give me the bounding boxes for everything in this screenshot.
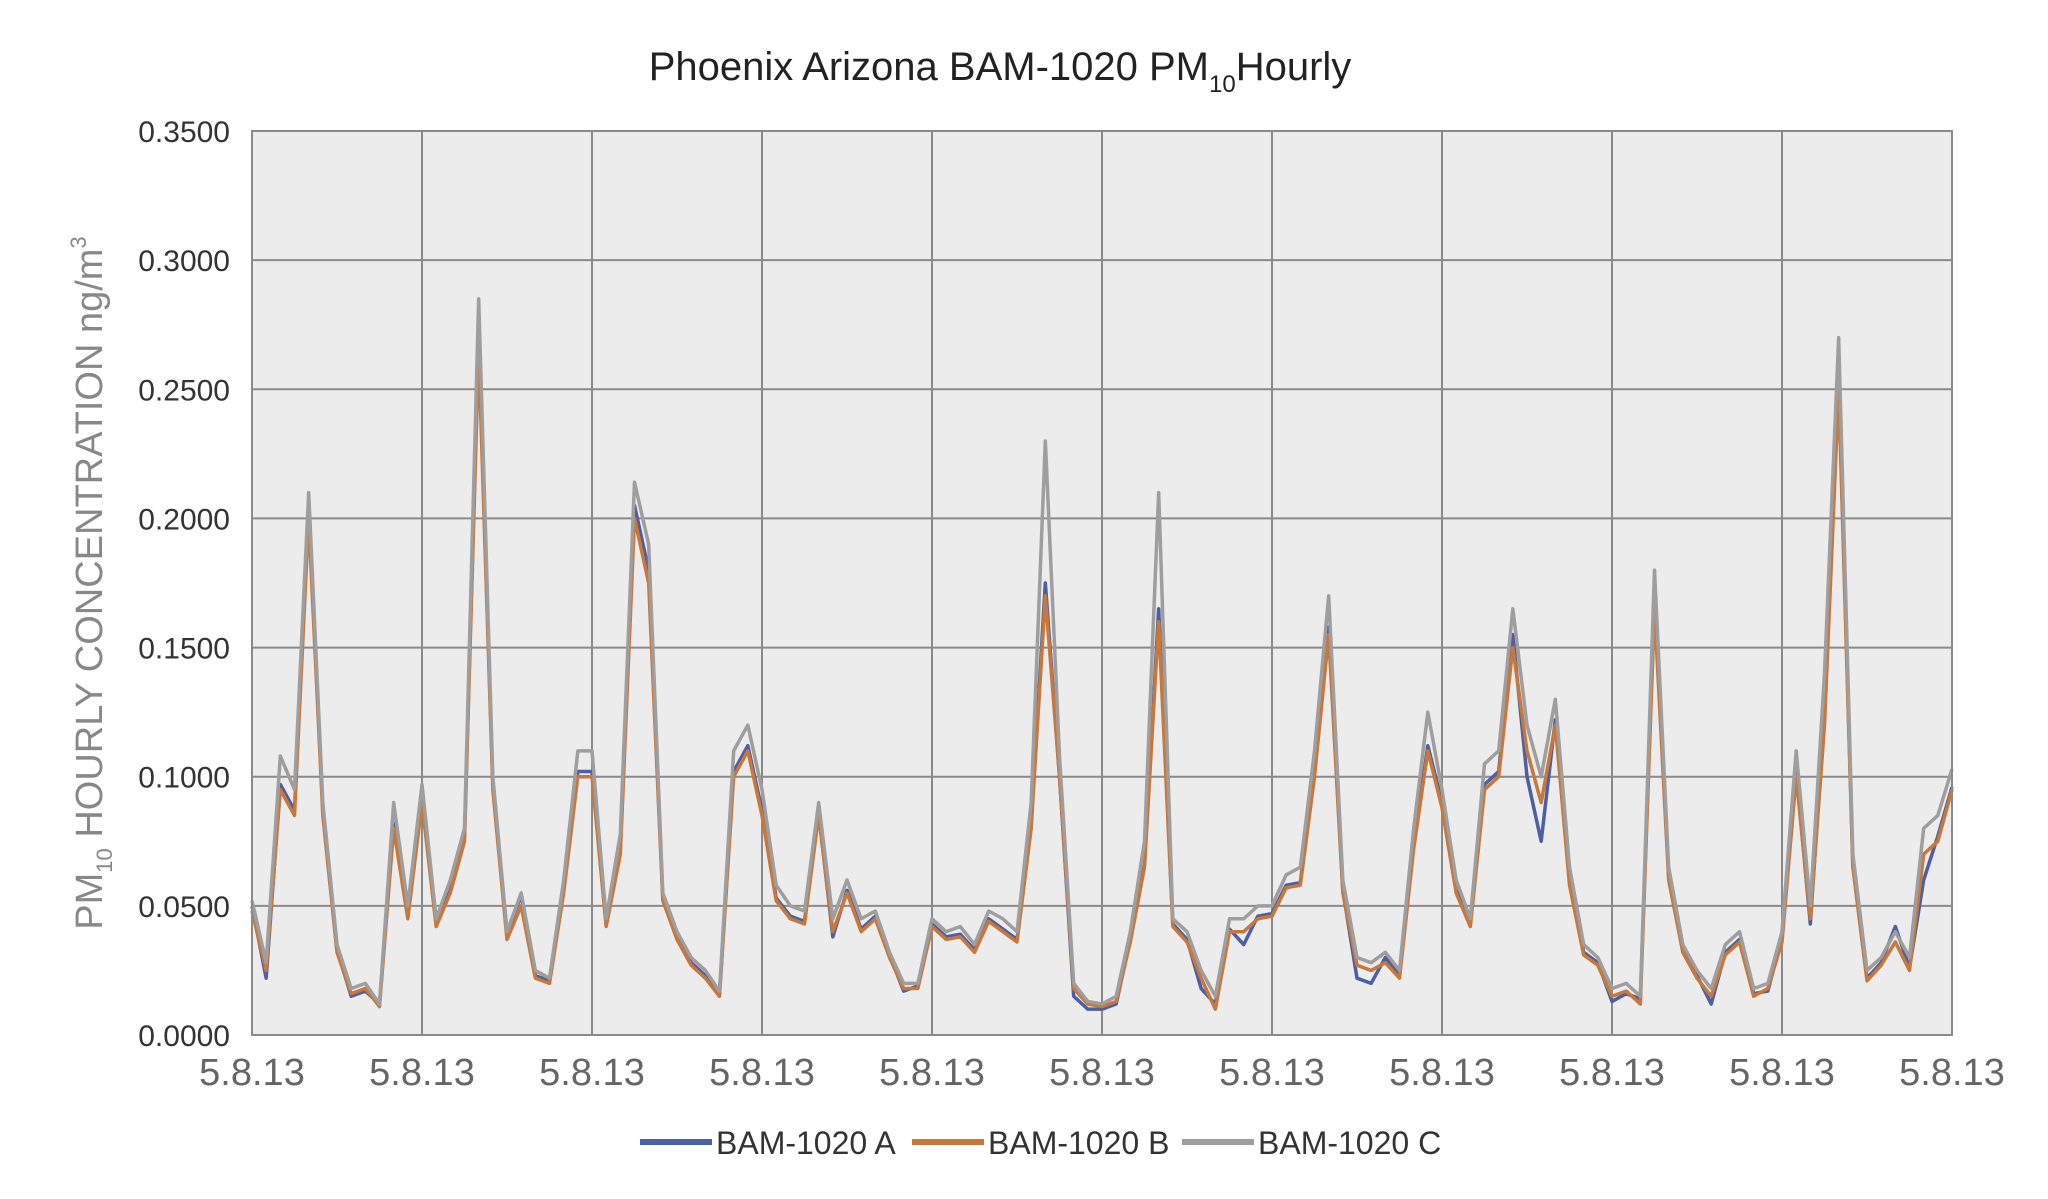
legend-label: BAM-1020 B bbox=[988, 1125, 1169, 1161]
title-subscript: 10 bbox=[1209, 71, 1236, 98]
x-tick-label: 5.8.13 bbox=[199, 1052, 305, 1094]
x-tick-label: 5.8.13 bbox=[1559, 1052, 1665, 1094]
legend-label: BAM-1020 C bbox=[1258, 1125, 1441, 1161]
x-tick-label: 5.8.13 bbox=[539, 1052, 645, 1094]
series-line bbox=[250, 297, 1954, 1006]
x-tick-label: 5.8.13 bbox=[1729, 1052, 1835, 1094]
x-tick-label: 5.8.13 bbox=[1049, 1052, 1155, 1094]
legend-item: BAM-1020 C bbox=[1182, 1125, 1441, 1161]
title-text: Phoenix Arizona BAM-1020 PM bbox=[649, 45, 1209, 89]
y-tick-label: 0.1500 bbox=[138, 633, 230, 666]
y-axis-label: PM10 HOURLY CONCENTRATION ng/m3 bbox=[66, 236, 117, 929]
plot-border bbox=[251, 130, 1953, 1036]
legend-item: BAM-1020 A bbox=[640, 1125, 896, 1161]
y-label-text: HOURLY CONCENTRATION ng/m bbox=[69, 249, 111, 849]
legend-item: BAM-1020 B bbox=[912, 1125, 1169, 1161]
chart-title: Phoenix Arizona BAM-1020 PM10Hourly bbox=[649, 45, 1352, 98]
x-tick-label: 5.8.13 bbox=[1899, 1052, 2005, 1094]
x-tick-label: 5.8.13 bbox=[879, 1052, 985, 1094]
legend-label: BAM-1020 A bbox=[716, 1125, 896, 1161]
y-tick-label: 0.3500 bbox=[138, 116, 230, 149]
x-tick-label: 5.8.13 bbox=[1389, 1052, 1495, 1094]
y-tick-label: 0.3000 bbox=[138, 245, 230, 278]
x-tick-label: 5.8.13 bbox=[1219, 1052, 1325, 1094]
y-tick-label: 0.1000 bbox=[138, 762, 230, 795]
y-tick-label: 0.2500 bbox=[138, 374, 230, 407]
title-text: Hourly bbox=[1236, 45, 1352, 89]
y-tick-label: 0.0000 bbox=[138, 1020, 230, 1053]
y-label-text: PM bbox=[69, 873, 111, 930]
series-line bbox=[250, 348, 1954, 1011]
x-tick-label: 5.8.13 bbox=[369, 1052, 475, 1094]
y-label-subscript: 10 bbox=[92, 848, 117, 872]
y-tick-label: 0.2000 bbox=[138, 503, 230, 536]
x-tick-label: 5.8.13 bbox=[709, 1052, 815, 1094]
y-label-superscript: 3 bbox=[66, 236, 91, 248]
y-tick-label: 0.0500 bbox=[138, 891, 230, 924]
